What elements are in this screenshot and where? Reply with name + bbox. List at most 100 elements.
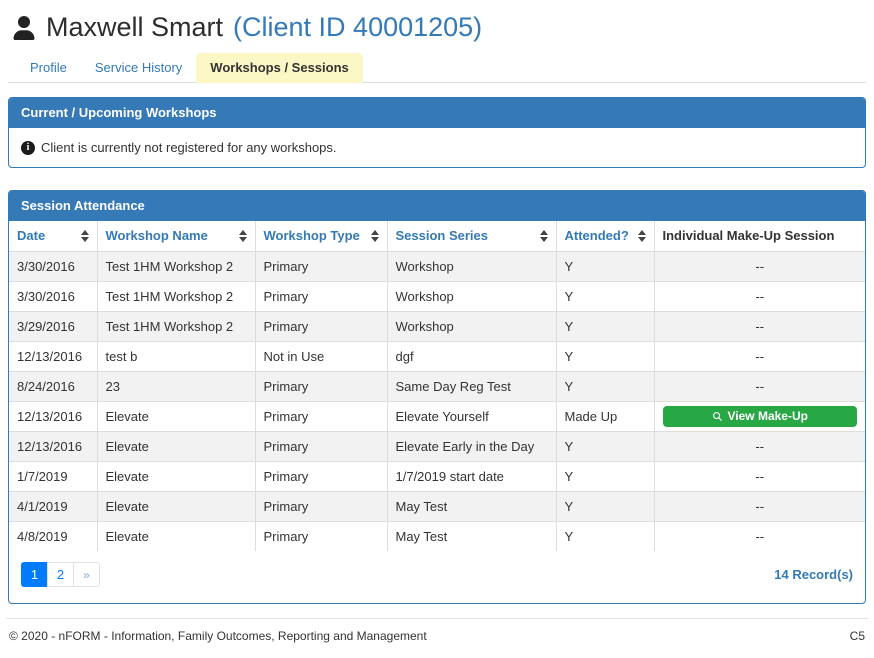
cell-makeup: -- — [653, 430, 865, 462]
session-attendance-panel: Session Attendance Date Workshop Name Wo… — [8, 190, 866, 604]
tab-service-history[interactable]: Service History — [94, 60, 183, 75]
page-code: C5 — [849, 629, 865, 643]
info-icon: i — [21, 140, 35, 155]
pagination: 1 2 » — [21, 562, 100, 587]
client-id: (Client ID 40001205) — [233, 12, 483, 42]
table-row: 3/30/2016 Test 1HM Workshop 2 Primary Wo… — [9, 250, 865, 282]
cell-date: 3/30/2016 — [9, 280, 98, 312]
cell-session-series: Elevate Yourself — [386, 400, 557, 432]
table-row: 12/13/2016 Elevate Primary Elevate Early… — [9, 430, 865, 462]
cell-workshop-type: Primary — [254, 460, 388, 492]
cell-workshop-name: Elevate — [96, 460, 256, 492]
cell-workshop-type: Primary — [254, 310, 388, 342]
cell-attended: Y — [555, 430, 655, 462]
cell-attended: Y — [555, 490, 655, 522]
pagination-page-2[interactable]: 2 — [47, 562, 74, 587]
cell-session-series: May Test — [386, 490, 557, 522]
cell-date: 1/7/2019 — [9, 460, 98, 492]
cell-workshop-name: 23 — [96, 370, 256, 402]
cell-makeup: -- — [653, 250, 865, 282]
cell-date: 4/1/2019 — [9, 490, 98, 522]
cell-attended: Made Up — [555, 400, 655, 432]
cell-workshop-type: Not in Use — [254, 340, 388, 372]
workshops-panel-title: Current / Upcoming Workshops — [9, 98, 865, 128]
cell-date: 12/13/2016 — [9, 340, 98, 372]
cell-attended: Y — [555, 250, 655, 282]
table-header-row: Date Workshop Name Workshop Type Session… — [9, 220, 865, 252]
sort-icon — [370, 229, 379, 242]
cell-attended: Y — [555, 520, 655, 552]
view-makeup-button[interactable]: View Make-Up — [662, 405, 857, 427]
col-header-date[interactable]: Date — [9, 220, 98, 252]
cell-date: 3/30/2016 — [9, 250, 98, 282]
page-title: Maxwell Smart (Client ID 40001205) — [12, 12, 866, 43]
client-name: Maxwell Smart — [46, 12, 224, 42]
table-footer: 1 2 » 14 Record(s) — [9, 551, 865, 603]
sort-icon — [539, 229, 548, 242]
cell-attended: Y — [555, 310, 655, 342]
cell-date: 3/29/2016 — [9, 310, 98, 342]
cell-session-series: Workshop — [386, 310, 557, 342]
cell-workshop-type: Primary — [254, 280, 388, 312]
cell-workshop-name: Test 1HM Workshop 2 — [96, 310, 256, 342]
cell-attended: Y — [555, 280, 655, 312]
current-upcoming-workshops-panel: Current / Upcoming Workshops i Client is… — [8, 97, 866, 168]
cell-makeup: -- — [653, 460, 865, 492]
cell-workshop-type: Primary — [254, 370, 388, 402]
cell-workshop-name: Test 1HM Workshop 2 — [96, 250, 256, 282]
cell-workshop-name: Elevate — [96, 520, 256, 552]
cell-workshop-type: Primary — [254, 400, 388, 432]
pagination-page-1[interactable]: 1 — [21, 562, 48, 587]
col-header-workshop-type[interactable]: Workshop Type — [254, 220, 388, 252]
table-row: 12/13/2016 Elevate Primary Elevate Yours… — [9, 400, 865, 432]
sort-icon — [80, 229, 89, 242]
page-footer: © 2020 - nFORM - Information, Family Out… — [6, 618, 868, 653]
cell-session-series: Workshop — [386, 280, 557, 312]
sort-icon — [637, 229, 646, 242]
table-row: 4/1/2019 Elevate Primary May Test Y -- — [9, 490, 865, 522]
cell-session-series: May Test — [386, 520, 557, 552]
cell-attended: Y — [555, 460, 655, 492]
tab-profile[interactable]: Profile — [30, 60, 67, 75]
session-attendance-table: Date Workshop Name Workshop Type Session… — [9, 220, 865, 552]
workshops-panel-body: i Client is currently not registered for… — [9, 128, 865, 167]
cell-workshop-type: Primary — [254, 250, 388, 282]
cell-makeup: -- — [653, 490, 865, 522]
col-header-makeup-session: Individual Make-Up Session — [653, 220, 865, 252]
col-header-attended[interactable]: Attended? — [555, 220, 655, 252]
cell-date: 8/24/2016 — [9, 370, 98, 402]
table-row: 3/29/2016 Test 1HM Workshop 2 Primary Wo… — [9, 310, 865, 342]
cell-session-series: Workshop — [386, 250, 557, 282]
table-row: 8/24/2016 23 Primary Same Day Reg Test Y… — [9, 370, 865, 402]
cell-workshop-type: Primary — [254, 490, 388, 522]
magnifier-icon — [712, 411, 722, 421]
pagination-next[interactable]: » — [73, 562, 100, 587]
cell-attended: Y — [555, 370, 655, 402]
cell-attended: Y — [555, 340, 655, 372]
table-row: 4/8/2019 Elevate Primary May Test Y -- — [9, 520, 865, 552]
cell-date: 4/8/2019 — [9, 520, 98, 552]
cell-workshop-name: Test 1HM Workshop 2 — [96, 280, 256, 312]
cell-workshop-name: Elevate — [96, 430, 256, 462]
table-row: 1/7/2019 Elevate Primary 1/7/2019 start … — [9, 460, 865, 492]
attendance-panel-title: Session Attendance — [9, 191, 865, 221]
cell-session-series: Same Day Reg Test — [386, 370, 557, 402]
sort-icon — [238, 229, 247, 242]
col-header-session-series[interactable]: Session Series — [386, 220, 557, 252]
cell-workshop-name: Elevate — [96, 400, 256, 432]
no-workshops-message: Client is currently not registered for a… — [41, 140, 337, 155]
cell-session-series: 1/7/2019 start date — [386, 460, 557, 492]
cell-makeup: View Make-Up — [653, 400, 865, 432]
tab-bar: Profile Service History Workshops / Sess… — [8, 53, 866, 83]
cell-session-series: Elevate Early in the Day — [386, 430, 557, 462]
person-icon — [13, 15, 35, 40]
table-row: 12/13/2016 test b Not in Use dgf Y -- — [9, 340, 865, 372]
cell-makeup: -- — [653, 520, 865, 552]
col-header-workshop-name[interactable]: Workshop Name — [96, 220, 256, 252]
cell-workshop-type: Primary — [254, 430, 388, 462]
cell-workshop-name: test b — [96, 340, 256, 372]
cell-session-series: dgf — [386, 340, 557, 372]
tab-workshops-sessions[interactable]: Workshops / Sessions — [196, 53, 363, 83]
cell-date: 12/13/2016 — [9, 430, 98, 462]
cell-workshop-name: Elevate — [96, 490, 256, 522]
